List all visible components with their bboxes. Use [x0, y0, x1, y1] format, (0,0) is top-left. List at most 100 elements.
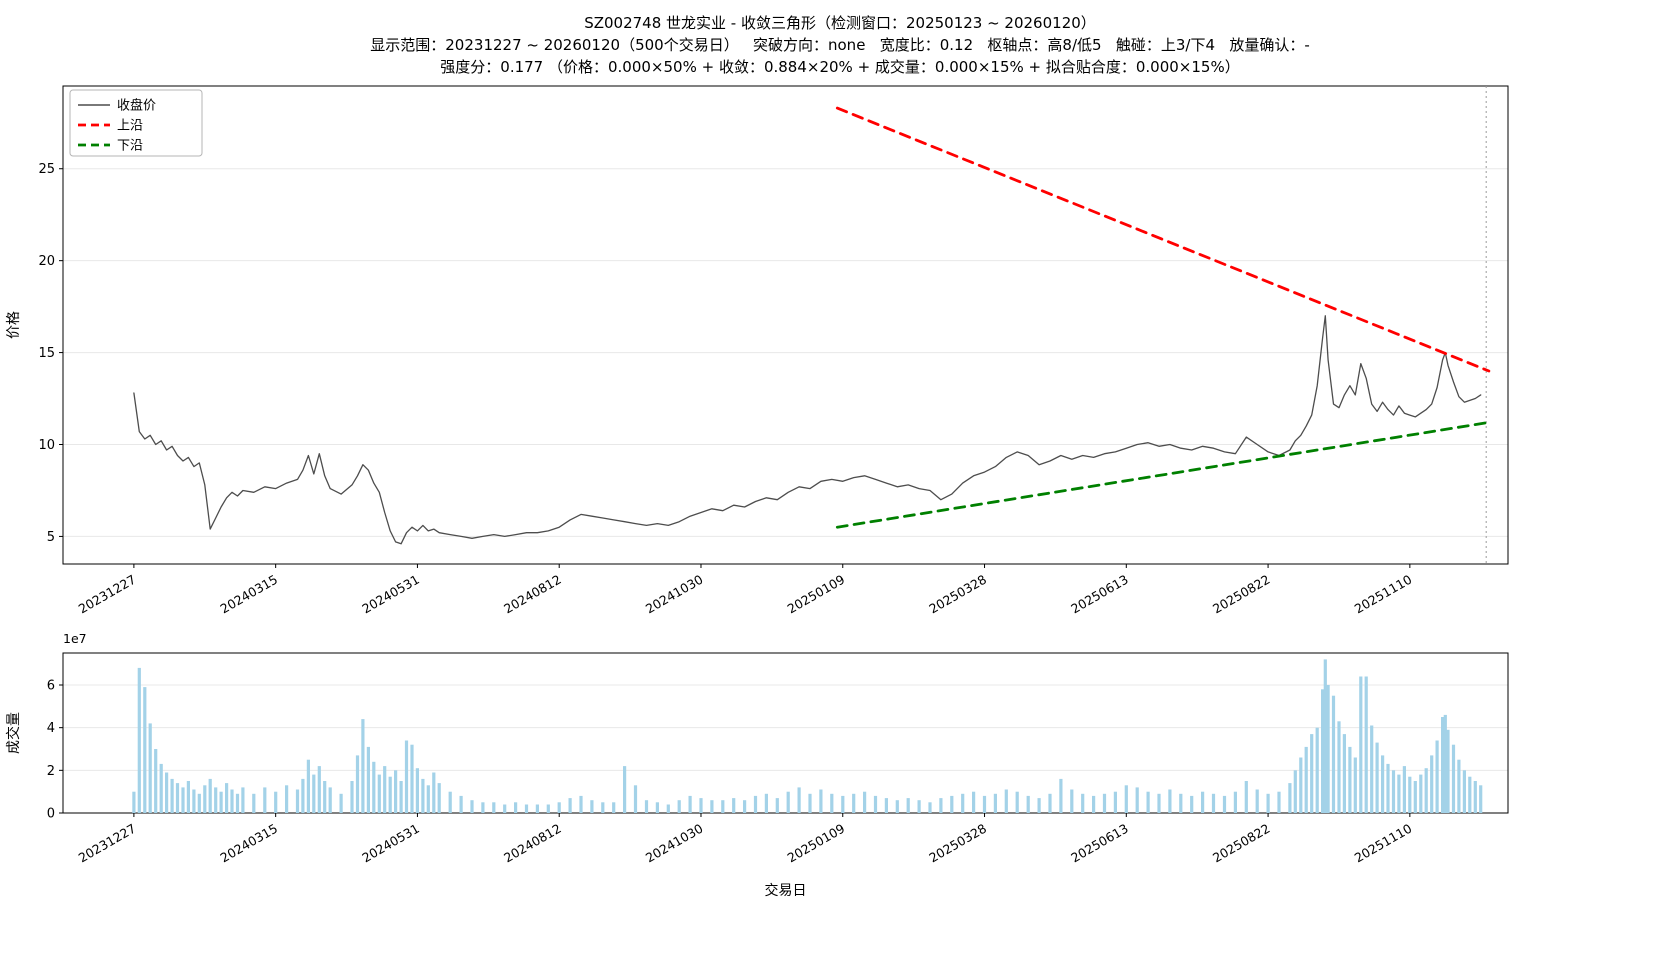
volume-bar [535, 804, 539, 813]
volume-bar [743, 800, 747, 813]
volume-bar [917, 800, 921, 813]
volume-bar [317, 766, 321, 813]
y-tick-label: 10 [38, 438, 55, 453]
volume-bar [1299, 757, 1303, 813]
volume-bar [775, 798, 779, 813]
volume-bar [225, 783, 229, 813]
volume-bar [546, 804, 550, 813]
volume-bar [1397, 774, 1401, 813]
lower-edge-line [835, 420, 1491, 529]
volume-bar [884, 798, 888, 813]
price-ylabel: 价格 [6, 311, 22, 339]
volume-bar [1026, 795, 1030, 813]
volume-bar [1430, 755, 1434, 813]
volume-bar [235, 793, 240, 813]
chart-title-line1: SZ002748 世龙实业 - 收敛三角形（检测窗口：20250123 ~ 20… [584, 14, 1096, 32]
volume-bar [214, 787, 218, 813]
volume-bar [312, 774, 316, 813]
y-tick-label: 20 [38, 254, 55, 269]
volume-bar [841, 795, 845, 813]
volume-bar [601, 802, 605, 813]
volume-bar [873, 795, 878, 813]
volume-bar [361, 719, 365, 813]
volume-bar [1304, 746, 1308, 813]
volume-bar [394, 770, 398, 813]
volume-bar [797, 787, 801, 813]
volume-bar [1386, 763, 1390, 813]
volume-panel: 0 2 4 6 20231227 20240315 20240531 20240812 2024… [5, 631, 1509, 899]
volume-bar [852, 793, 856, 813]
volume-bar [459, 795, 463, 813]
volume-bar [219, 791, 223, 813]
volume-bar [1059, 778, 1063, 813]
volume-bar [154, 749, 158, 813]
volume-bar [1323, 659, 1327, 813]
volume-bar [1419, 774, 1423, 813]
volume-bar [383, 766, 387, 813]
volume-bar [399, 781, 403, 813]
x-tick-label: 20240812 [501, 572, 564, 617]
volume-bar [372, 761, 376, 813]
volume-bar [1211, 793, 1216, 813]
volume-bar [1092, 795, 1096, 813]
volume-bar [1146, 791, 1150, 813]
volume-bar [426, 785, 430, 813]
volume-bar [1266, 793, 1270, 813]
volume-bar [1233, 791, 1237, 813]
x-tick-label: 20250109 [785, 821, 848, 866]
volume-bar [448, 791, 452, 813]
volume-bar [1402, 766, 1406, 813]
volume-bar [666, 804, 670, 813]
volume-bar [590, 800, 594, 813]
volume-bar [1441, 717, 1445, 813]
volume-bar [1391, 770, 1396, 813]
price-panel: 5 10 15 20 25 20231227 20240315 20240531 2024081… [6, 85, 1509, 617]
legend-label: 收盘价 [117, 98, 156, 114]
volume-bar [1070, 789, 1074, 813]
volume-bar [203, 785, 207, 813]
volume-bar [181, 787, 185, 813]
volume-bar [633, 785, 638, 813]
y-tick-label: 0 [47, 807, 55, 822]
volume-ylabel: 成交量 [5, 712, 22, 754]
volume-bar [808, 793, 812, 813]
volume-bar [1381, 755, 1385, 813]
volume-bar [241, 787, 245, 813]
volume-bar [1468, 776, 1472, 813]
volume-bar [1277, 791, 1281, 813]
volume-bar [1037, 798, 1041, 813]
x-tick-label: 20240315 [218, 821, 281, 866]
y-tick-label: 25 [38, 162, 55, 177]
x-tick-label: 20231227 [76, 572, 139, 617]
x-tick-label: 20251110 [1352, 821, 1415, 866]
volume-bar [437, 783, 441, 813]
x-tick-label: 20241030 [643, 821, 706, 866]
volume-bar [928, 802, 932, 813]
y-tick-label: 5 [47, 530, 55, 545]
volume-bar [175, 783, 180, 813]
volume-bar [1310, 734, 1314, 813]
volume-bar [1337, 721, 1341, 813]
volume-bar [230, 789, 234, 813]
volume-bar [623, 766, 627, 813]
x-tick-label: 20250822 [1210, 572, 1273, 617]
x-tick-label: 20240812 [501, 821, 564, 866]
volume-bar [306, 759, 310, 813]
chart-title-line3: 强度分：0.177 （价格：0.000×50% + 收敛：0.884×20% +… [440, 58, 1240, 76]
volume-bar [1179, 793, 1183, 813]
volume-bar [339, 793, 343, 813]
volume-bar [301, 778, 305, 813]
volume-bar [1315, 727, 1319, 813]
volume-bar [1244, 781, 1248, 813]
x-tick-label: 20240315 [218, 572, 281, 617]
volume-bar [355, 755, 360, 813]
volume-bar [1321, 689, 1325, 813]
volume-bar [1473, 781, 1477, 813]
volume-bar [895, 800, 899, 813]
upper-edge-line [835, 106, 1491, 373]
x-tick-label: 20251110 [1352, 572, 1415, 617]
x-tick-label: 20240531 [359, 572, 422, 617]
volume-bar [1288, 783, 1292, 813]
